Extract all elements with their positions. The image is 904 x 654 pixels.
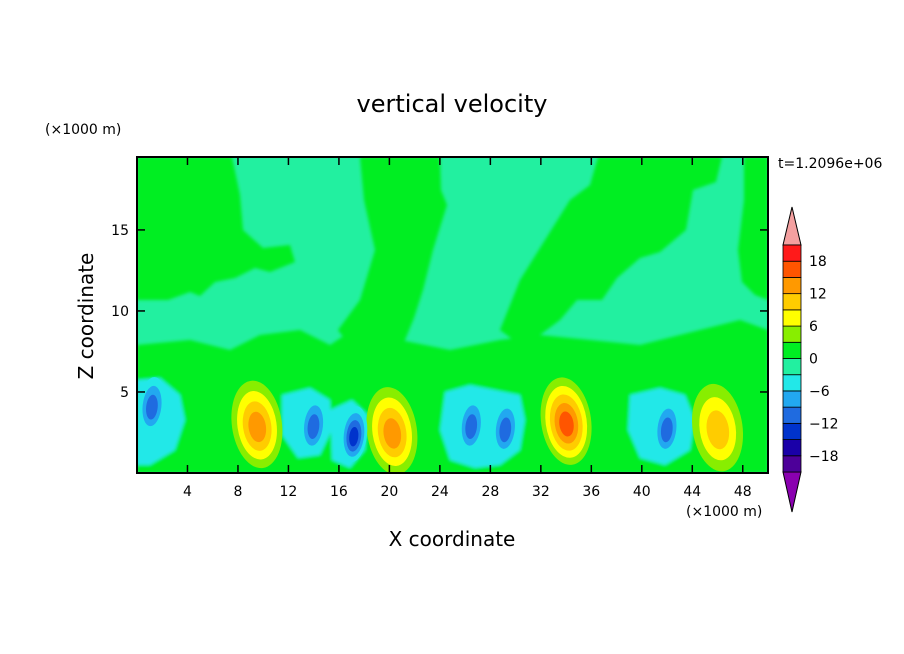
colorbar-swatch	[782, 244, 802, 262]
downdraft-cell	[340, 406, 368, 462]
colorbar-tick-label: 18	[809, 254, 827, 270]
x-tick-label: 48	[734, 484, 752, 500]
colorbar-swatch	[782, 439, 802, 457]
colorbar-swatch	[782, 260, 802, 278]
colorbar-swatch	[782, 374, 802, 392]
colorbar-swatch	[782, 293, 802, 311]
updraft-cell	[231, 380, 283, 469]
contour-level	[499, 417, 512, 443]
downdraft-cell	[458, 396, 485, 453]
x-axis: 4 8 12 16 20 24 28 32 36 40 44 48	[183, 157, 752, 500]
downdraft-cell	[492, 399, 519, 456]
colorbar-tick-label: 12	[809, 287, 827, 303]
x-tick-label: 8	[233, 484, 242, 500]
x-tick-label: 24	[431, 484, 449, 500]
velocity-cells	[138, 377, 744, 473]
contour-level	[383, 418, 402, 449]
x-tick-label: 12	[280, 484, 298, 500]
y-axis: 5 10 15	[111, 223, 768, 401]
plot-frame	[136, 156, 769, 474]
colorbar-extend-min	[782, 471, 802, 513]
downdraft-cell	[653, 399, 681, 456]
downdraft-cell	[300, 396, 327, 453]
x-tick-label: 44	[683, 484, 701, 500]
x-tick-label: 32	[532, 484, 550, 500]
x-tick-label: 36	[582, 484, 600, 500]
colorbar-swatch	[782, 422, 802, 440]
field-patches	[137, 157, 768, 473]
updraft-cell	[692, 383, 744, 472]
contour-level	[349, 427, 359, 447]
colorbar-extend-max	[782, 206, 802, 246]
x-tick-label: 28	[481, 484, 499, 500]
y-unit-label: (×1000 m)	[45, 122, 121, 138]
green-region-right	[738, 157, 768, 300]
colorbar-swatch	[782, 341, 802, 359]
x-tick-label: 40	[633, 484, 651, 500]
colorbar-tick-label: −12	[809, 416, 839, 432]
y-tick-label: 5	[120, 385, 129, 401]
x-tick-label: 4	[183, 484, 192, 500]
x-tick-label: 20	[380, 484, 398, 500]
updraft-cell	[540, 377, 592, 465]
green-region-mid	[500, 157, 722, 345]
contour-level	[307, 414, 320, 439]
contour-level	[660, 417, 673, 443]
colorbar-swatch	[782, 358, 802, 376]
green-region-midleft	[338, 157, 447, 362]
colorbar-swatch	[782, 277, 802, 295]
colorbar-swatch	[782, 406, 802, 424]
contour-level	[146, 394, 158, 420]
updraft-cell	[366, 387, 418, 473]
downdraft-cell	[138, 377, 166, 433]
contour-level	[559, 411, 574, 437]
x-unit-label: (×1000 m)	[686, 504, 762, 520]
y-tick-label: 15	[111, 223, 129, 239]
contour-level	[706, 410, 730, 450]
contour-level	[465, 414, 478, 439]
time-label: t=1.2096e+06	[778, 156, 882, 172]
y-tick-label: 10	[111, 304, 129, 320]
colorbar-tick-label: −6	[809, 384, 830, 400]
contour-field	[137, 157, 768, 473]
colorbar-swatch	[782, 325, 802, 343]
colorbar-swatch	[782, 309, 802, 327]
colorbar-swatch	[782, 390, 802, 408]
colorbar-tick-label: 0	[809, 352, 818, 368]
green-region-left	[137, 157, 295, 300]
colorbar-tick-label: 6	[809, 319, 818, 335]
colorbar-swatch	[782, 455, 802, 473]
colorbar-tick-label: −18	[809, 449, 839, 465]
y-axis-label: Z coordinate	[74, 253, 98, 380]
chart-title: vertical velocity	[357, 90, 548, 118]
contour-level	[248, 411, 267, 443]
x-tick-label: 16	[330, 484, 348, 500]
x-axis-label: X coordinate	[389, 527, 516, 551]
colorbar: −18 −12 −6 0 6 12 18	[782, 206, 839, 513]
